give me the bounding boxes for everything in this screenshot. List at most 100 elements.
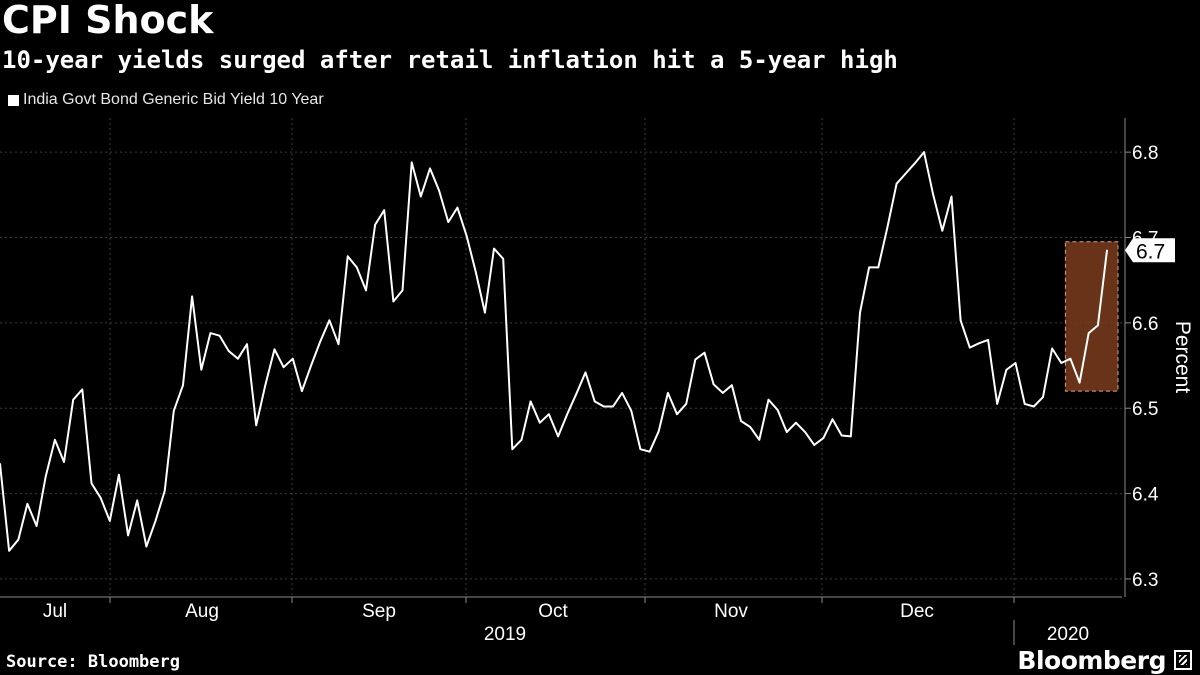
data-point-26	[237, 357, 239, 360]
data-point-32	[292, 357, 294, 360]
data-point-10	[90, 482, 93, 485]
data-point-12	[109, 520, 111, 522]
data-point-0	[0, 462, 1, 465]
data-point-88	[804, 431, 806, 433]
data-point-97	[886, 226, 889, 229]
data-point-55	[502, 258, 505, 260]
data-point-89	[813, 444, 815, 446]
data-point-108	[987, 339, 989, 341]
data-point-40	[365, 289, 367, 292]
data-point-27	[246, 343, 248, 346]
data-point-75	[685, 403, 687, 405]
data-point-79	[722, 392, 724, 394]
data-point-106	[969, 346, 971, 349]
data-point-22	[200, 369, 203, 371]
data-point-44	[401, 289, 404, 292]
data-point-49	[447, 221, 450, 223]
data-point-121	[1106, 249, 1108, 252]
data-point-14	[127, 534, 129, 537]
data-point-112	[1023, 403, 1026, 405]
data-point-25	[227, 350, 230, 352]
data-point-114	[1042, 396, 1044, 398]
data-point-105	[959, 319, 962, 322]
data-point-6	[54, 439, 56, 441]
data-point-29	[264, 384, 267, 387]
data-point-81	[740, 420, 742, 422]
data-point-18	[163, 490, 166, 492]
data-point-50	[456, 206, 459, 209]
data-point-93	[850, 435, 852, 438]
legend-swatch-icon	[8, 94, 19, 106]
data-point-104	[950, 195, 953, 198]
data-point-119	[1087, 332, 1090, 334]
data-point-47	[429, 167, 431, 170]
legend: India Govt Bond Generic Bid Yield 10 Yea…	[8, 91, 324, 109]
data-point-78	[712, 383, 715, 386]
month-label-aug: Aug	[185, 601, 219, 622]
data-point-73	[667, 392, 669, 394]
data-point-15	[136, 499, 138, 502]
data-point-85	[776, 409, 779, 411]
data-point-42	[383, 209, 386, 211]
x-axis: Jul Aug Sep Oct Nov Dec 2019 2020	[0, 596, 1122, 645]
series-line	[0, 151, 1108, 552]
data-point-60	[548, 413, 550, 416]
data-point-96	[877, 266, 880, 269]
data-point-5	[44, 475, 47, 478]
data-point-63	[575, 392, 578, 395]
series-layer	[0, 151, 1108, 552]
data-point-101	[923, 151, 925, 153]
data-point-82	[749, 426, 751, 428]
data-point-102	[932, 194, 934, 196]
data-point-70	[639, 448, 642, 451]
data-point-8	[72, 398, 74, 401]
data-point-2	[17, 538, 20, 541]
data-point-20	[182, 384, 184, 387]
data-point-99	[904, 172, 907, 175]
data-point-33	[301, 390, 303, 392]
data-point-64	[584, 371, 587, 374]
data-point-37	[337, 343, 340, 346]
data-point-9	[81, 388, 84, 391]
data-point-68	[621, 392, 623, 394]
y-tick-label-1: 6.4	[1132, 485, 1159, 506]
data-point-83	[758, 439, 761, 441]
data-point-77	[703, 351, 706, 354]
year-label-2019: 2019	[484, 624, 526, 645]
data-point-87	[795, 421, 797, 424]
data-point-56	[511, 448, 514, 451]
data-point-90	[822, 437, 825, 439]
data-point-3	[26, 503, 29, 505]
data-point-31	[282, 366, 285, 369]
data-point-11	[99, 497, 102, 499]
data-point-59	[539, 421, 541, 424]
data-point-61	[557, 435, 559, 438]
data-point-53	[484, 311, 486, 314]
data-point-107	[978, 342, 980, 345]
data-point-115	[1051, 347, 1053, 350]
source-note: Source: Bloomberg	[6, 652, 180, 672]
labels: 6.7	[1125, 238, 1175, 263]
bloomberg-terminal-icon	[1174, 650, 1192, 670]
data-point-110	[1005, 369, 1008, 371]
data-point-111	[1014, 362, 1017, 364]
y-axis-title: Percent	[1171, 321, 1194, 394]
y-tick-label-3: 6.6	[1132, 314, 1158, 335]
data-point-62	[566, 413, 568, 416]
data-point-39	[356, 266, 358, 269]
data-point-54	[493, 247, 495, 250]
data-point-118	[1078, 381, 1081, 384]
data-point-80	[731, 384, 733, 387]
data-point-86	[786, 431, 788, 433]
y-tick-label-5: 6.8	[1132, 143, 1158, 164]
data-point-57	[520, 439, 523, 441]
data-point-38	[346, 255, 349, 258]
data-point-23	[209, 332, 212, 334]
month-label-oct: Oct	[538, 601, 568, 622]
data-point-41	[374, 223, 376, 226]
data-point-116	[1060, 362, 1063, 364]
data-point-45	[410, 161, 413, 164]
data-point-100	[914, 162, 916, 164]
year-label-2020: 2020	[1047, 624, 1089, 645]
data-point-66	[603, 405, 605, 408]
